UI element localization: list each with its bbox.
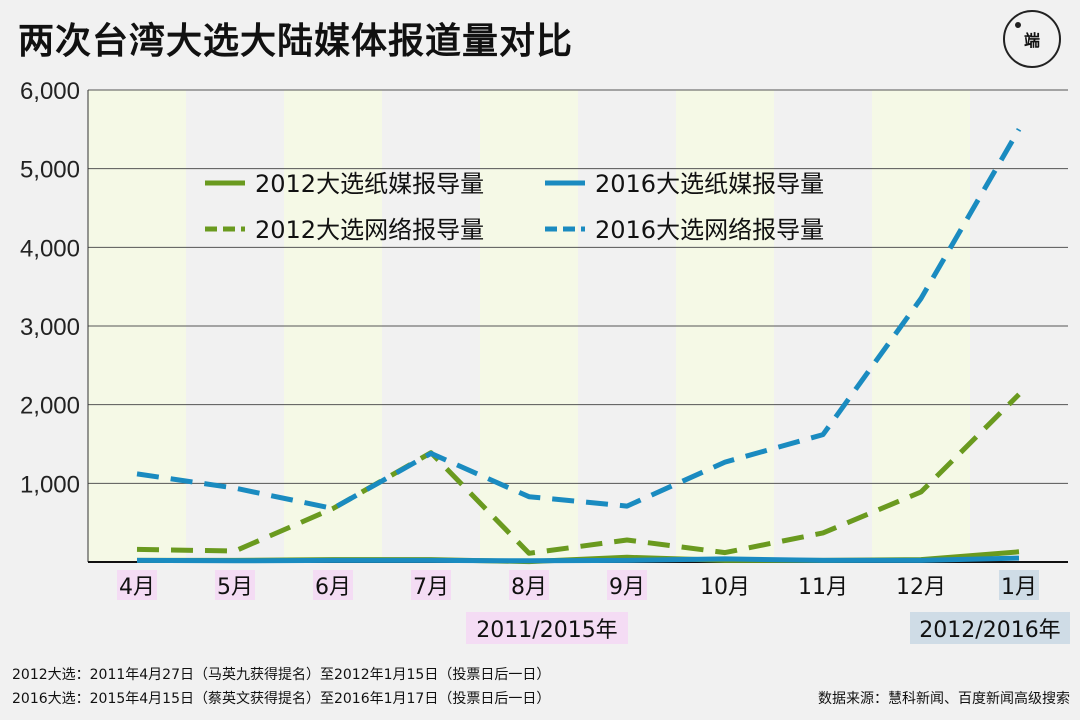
month-highlight bbox=[509, 570, 549, 600]
x-tick-label: 5月 bbox=[217, 575, 253, 600]
brand-logo: 端 bbox=[1003, 10, 1061, 68]
period-highlight bbox=[910, 612, 1070, 644]
x-tick-label: 10月 bbox=[700, 575, 750, 600]
legend-label: 2016大选网络报导量 bbox=[595, 216, 824, 244]
y-tick-label: 5,000 bbox=[20, 157, 80, 184]
x-tick-label: 6月 bbox=[315, 575, 351, 600]
legend-label: 2016大选纸媒报导量 bbox=[595, 170, 824, 198]
logo-dot bbox=[1015, 22, 1021, 28]
logo-text: 端 bbox=[1023, 31, 1040, 50]
period-label-2011: 2011/2015年 bbox=[476, 618, 617, 643]
period-highlight bbox=[466, 612, 628, 644]
y-tick-label: 6,000 bbox=[20, 78, 80, 105]
legend-label: 2012大选纸媒报导量 bbox=[255, 170, 484, 198]
series-line bbox=[136, 392, 1021, 556]
month-highlight bbox=[999, 570, 1039, 600]
y-tick-label: 1,000 bbox=[20, 471, 80, 498]
y-tick-label: 2,000 bbox=[20, 393, 80, 420]
x-tick-label: 8月 bbox=[511, 575, 547, 600]
period-label-2012: 2012/2016年 bbox=[919, 618, 1060, 643]
month-highlight bbox=[215, 570, 255, 600]
x-tick-label: 9月 bbox=[609, 575, 645, 600]
x-tick-label: 4月 bbox=[119, 575, 155, 600]
x-tick-label: 7月 bbox=[413, 575, 449, 600]
month-highlight bbox=[117, 570, 157, 600]
data-source: 数据来源：慧科新闻、百度新闻高级搜索 bbox=[818, 691, 1070, 707]
series-line bbox=[136, 555, 1020, 564]
x-tick-label: 11月 bbox=[798, 575, 848, 600]
legend-label: 2012大选网络报导量 bbox=[255, 216, 484, 244]
x-tick-label: 1月 bbox=[1001, 575, 1037, 600]
footnote-2016: 2016大选：2015年4月15日（蔡英文获得提名）至2016年1月17日（投票… bbox=[12, 691, 551, 707]
month-highlight bbox=[607, 570, 647, 600]
footnote-2012: 2012大选：2011年4月27日（马英九获得提名）至2012年1月15日（投票… bbox=[12, 667, 551, 683]
month-highlight bbox=[411, 570, 451, 600]
series-line bbox=[136, 128, 1022, 511]
month-highlight bbox=[313, 570, 353, 600]
y-tick-label: 4,000 bbox=[20, 235, 80, 262]
x-tick-label: 12月 bbox=[896, 575, 946, 600]
chart-title: 两次台湾大选大陆媒体报道量对比 bbox=[18, 21, 574, 62]
y-tick-label: 3,000 bbox=[20, 314, 80, 341]
